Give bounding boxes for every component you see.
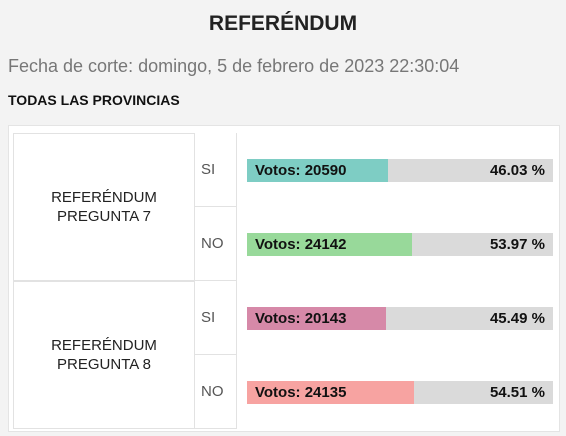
votes-label: Votos: 24135: [255, 383, 347, 401]
bar-track: Votos: 20143 45.49 %: [247, 306, 553, 330]
bar-track: Votos: 24135 54.51 %: [247, 380, 553, 404]
option-label: NO: [195, 355, 237, 429]
results-card: REFERÉNDUM PREGUNTA 7 SI Votos: 20590 46.03…: [8, 125, 560, 432]
votes-label: Votos: 20590: [255, 161, 347, 179]
bar-track: Votos: 20590 46.03 %: [247, 158, 553, 182]
subtitle: Fecha de corte: domingo, 5 de febrero de…: [8, 56, 460, 76]
option-label: SI: [195, 281, 237, 355]
votes-label: Votos: 20143: [255, 309, 347, 327]
percent-label: 46.03 %: [489, 161, 545, 179]
percent-label: 53.97 %: [489, 235, 545, 253]
question-label: REFERÉNDUM PREGUNTA 7: [13, 133, 195, 281]
question-label: REFERÉNDUM PREGUNTA 8: [13, 281, 195, 429]
bar: [247, 306, 387, 330]
option-label: SI: [195, 133, 237, 207]
bar: [247, 158, 388, 182]
bar-track: Votos: 24142 53.97 %: [247, 232, 553, 256]
bar: [247, 380, 414, 404]
option-label: NO: [195, 207, 237, 281]
bar: [247, 232, 413, 256]
scope: TODAS LAS PROVINCIAS: [8, 92, 180, 108]
title: REFERÉNDUM: [208, 12, 358, 35]
percent-label: 45.49 %: [489, 309, 545, 327]
votes-label: Votos: 24142: [255, 235, 347, 253]
percent-label: 54.51 %: [489, 383, 545, 401]
